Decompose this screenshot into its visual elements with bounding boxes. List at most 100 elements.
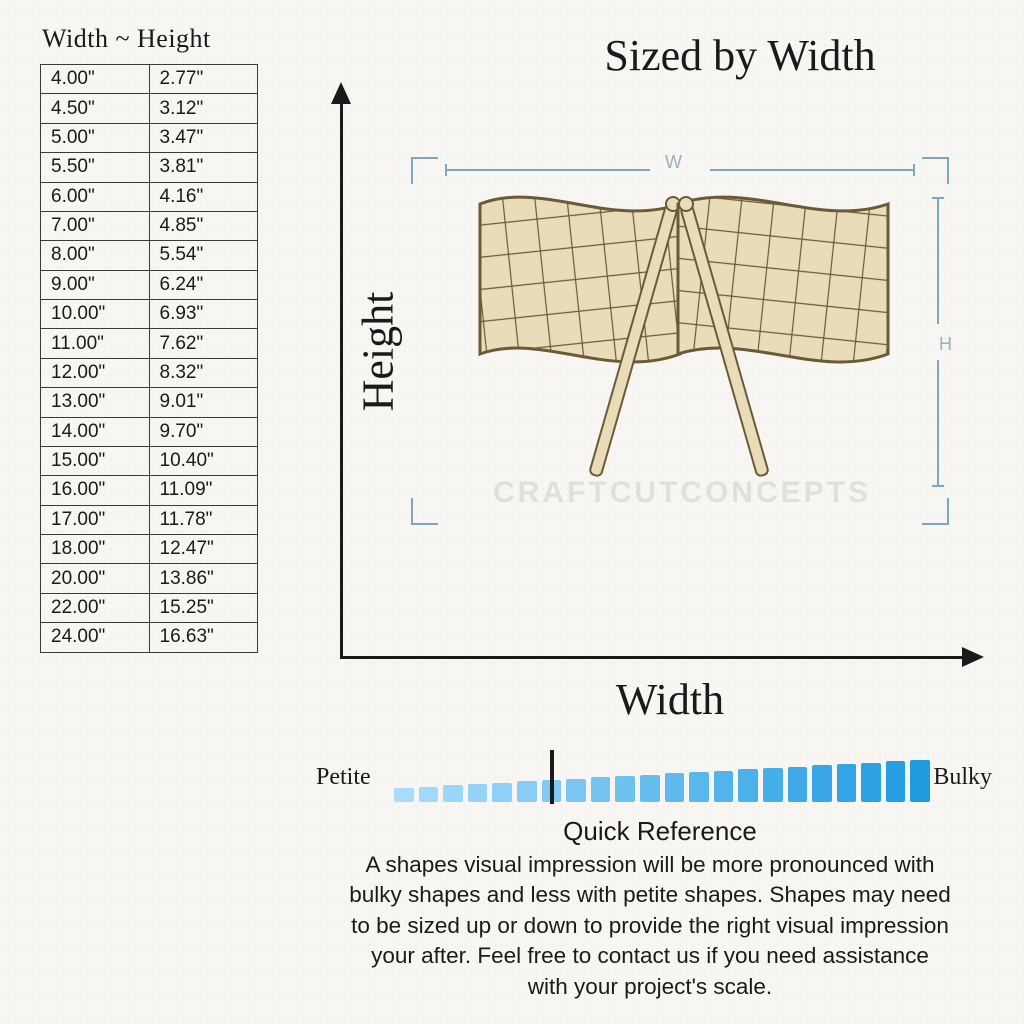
table-cell: 7.62" [149, 329, 258, 358]
table-cell: 22.00" [41, 593, 150, 622]
quick-reference-body: A shapes visual impression will be more … [290, 850, 1010, 1002]
table-row: 11.00"7.62" [41, 329, 258, 358]
table-cell: 15.25" [149, 593, 258, 622]
y-axis-arrow-icon [331, 82, 351, 104]
table-cell: 6.00" [41, 182, 150, 211]
scale-segment [468, 784, 488, 802]
table-row: 5.50"3.81" [41, 153, 258, 182]
table-cell: 20.00" [41, 564, 150, 593]
table-cell: 4.00" [41, 65, 150, 94]
scale-segment [443, 785, 463, 802]
scale-segment [910, 760, 930, 802]
table-row: 16.00"11.09" [41, 476, 258, 505]
scale-segment [714, 771, 734, 802]
table-cell: 3.81" [149, 153, 258, 182]
table-cell: 15.00" [41, 446, 150, 475]
scale-segment [640, 775, 660, 802]
table-cell: 18.00" [41, 535, 150, 564]
y-axis-line [340, 96, 343, 656]
table-cell: 11.00" [41, 329, 150, 358]
scale-segment [861, 763, 881, 802]
table-cell: 3.12" [149, 94, 258, 123]
table-cell: 5.00" [41, 123, 150, 152]
table-cell: 6.24" [149, 270, 258, 299]
table-cell: 4.50" [41, 94, 150, 123]
table-row: 5.00"3.47" [41, 123, 258, 152]
table-row: 24.00"16.63" [41, 623, 258, 652]
table-cell: 12.47" [149, 535, 258, 564]
table-row: 18.00"12.47" [41, 535, 258, 564]
scale-marker [550, 750, 554, 804]
size-table: 4.00"2.77"4.50"3.12"5.00"3.47"5.50"3.81"… [40, 64, 258, 653]
table-header: Width ~ Height [42, 24, 272, 54]
scale-segment [837, 764, 857, 802]
table-cell: 17.00" [41, 505, 150, 534]
watermark-text: CRAFTCUTCONCEPTS [402, 476, 962, 510]
table-cell: 4.16" [149, 182, 258, 211]
scale-segment [492, 783, 512, 802]
table-cell: 6.93" [149, 300, 258, 329]
table-cell: 2.77" [149, 65, 258, 94]
table-row: 8.00"5.54" [41, 241, 258, 270]
scale-segment [517, 781, 537, 802]
table-cell: 14.00" [41, 417, 150, 446]
scale-segment [763, 768, 783, 802]
scale-label-bulky: Bulky [933, 764, 992, 791]
y-axis-label: Height [353, 242, 404, 462]
table-row: 13.00"9.01" [41, 388, 258, 417]
quick-reference-title: Quick Reference [320, 816, 1000, 847]
scale-segment [591, 777, 611, 802]
table-cell: 13.86" [149, 564, 258, 593]
scale-segment [812, 765, 832, 802]
scale-label-petite: Petite [316, 764, 371, 791]
table-cell: 9.00" [41, 270, 150, 299]
table-row: 6.00"4.16" [41, 182, 258, 211]
table-row: 14.00"9.70" [41, 417, 258, 446]
x-axis-arrow-icon [962, 647, 984, 667]
table-row: 22.00"15.25" [41, 593, 258, 622]
petite-bulky-scale: Petite Bulky [316, 752, 1002, 812]
scale-segment [419, 787, 439, 802]
scale-segment [665, 773, 685, 802]
table-cell: 10.00" [41, 300, 150, 329]
scale-segment [788, 767, 808, 802]
table-row: 7.00"4.85" [41, 211, 258, 240]
table-cell: 3.47" [149, 123, 258, 152]
table-cell: 10.40" [149, 446, 258, 475]
table-row: 10.00"6.93" [41, 300, 258, 329]
table-row: 17.00"11.78" [41, 505, 258, 534]
scale-segment [394, 788, 414, 802]
table-cell: 4.85" [149, 211, 258, 240]
table-row: 20.00"13.86" [41, 564, 258, 593]
table-cell: 24.00" [41, 623, 150, 652]
table-row: 9.00"6.24" [41, 270, 258, 299]
table-row: 4.50"3.12" [41, 94, 258, 123]
table-row: 12.00"8.32" [41, 358, 258, 387]
table-cell: 12.00" [41, 358, 150, 387]
table-cell: 11.78" [149, 505, 258, 534]
scale-segment [615, 776, 635, 802]
x-axis-label: Width [540, 674, 800, 725]
table-cell: 5.50" [41, 153, 150, 182]
scale-segment [689, 772, 709, 802]
scale-bars [394, 758, 930, 802]
scale-segment [738, 769, 758, 802]
table-cell: 7.00" [41, 211, 150, 240]
product-frame: W H [410, 156, 950, 526]
table-cell: 5.54" [149, 241, 258, 270]
crossed-flags-icon [410, 156, 950, 526]
x-axis-line [340, 656, 966, 659]
table-cell: 16.63" [149, 623, 258, 652]
table-cell: 8.32" [149, 358, 258, 387]
table-cell: 9.70" [149, 417, 258, 446]
scale-segment [566, 779, 586, 802]
table-cell: 13.00" [41, 388, 150, 417]
table-cell: 9.01" [149, 388, 258, 417]
table-row: 4.00"2.77" [41, 65, 258, 94]
axes-diagram: Width Height W H [340, 96, 980, 666]
table-row: 15.00"10.40" [41, 446, 258, 475]
scale-segment [886, 761, 906, 802]
table-cell: 8.00" [41, 241, 150, 270]
page-title: Sized by Width [500, 30, 980, 81]
size-table-body: 4.00"2.77"4.50"3.12"5.00"3.47"5.50"3.81"… [41, 65, 258, 653]
